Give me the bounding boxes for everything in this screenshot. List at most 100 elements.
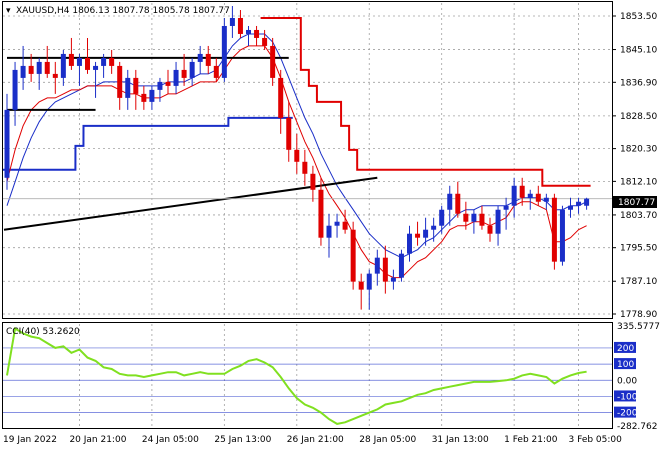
cci-panel-frame bbox=[2, 322, 613, 429]
candle-body bbox=[463, 213, 469, 222]
candle-body bbox=[527, 193, 533, 198]
candle-body bbox=[447, 193, 453, 210]
time-axis-label: 3 Feb 05:00 bbox=[569, 435, 623, 445]
candle-body bbox=[197, 53, 203, 62]
candle-body bbox=[149, 89, 155, 102]
price-panel-frame bbox=[2, 1, 613, 319]
candle-body bbox=[584, 198, 590, 206]
cci-axis-label: 0.00 bbox=[617, 376, 637, 386]
resistance-step-line bbox=[260, 16, 591, 187]
price-axis-label: 1795.50 bbox=[620, 244, 657, 254]
candle-body bbox=[407, 233, 412, 254]
cci-level-tag bbox=[614, 341, 636, 353]
candle-body bbox=[503, 205, 509, 210]
cci-axis-label: 100 bbox=[617, 360, 634, 370]
candle-body bbox=[141, 93, 147, 102]
triangle-icon: ▾ bbox=[6, 6, 11, 16]
candle-body bbox=[318, 189, 324, 238]
candle-body bbox=[415, 233, 421, 238]
price-axis-label: 1853.50 bbox=[620, 12, 657, 22]
candle-body bbox=[358, 281, 364, 290]
price-axis-label: 1845.10 bbox=[620, 46, 657, 56]
cci-axis-label: 200 bbox=[617, 344, 634, 354]
time-axis-label: 25 Jan 13:00 bbox=[214, 435, 271, 445]
candle-body bbox=[165, 81, 171, 86]
cci-level-tag bbox=[614, 406, 636, 418]
candle-body bbox=[254, 29, 260, 38]
candle-body bbox=[76, 57, 82, 66]
support-step-line bbox=[3, 116, 293, 171]
candle-body bbox=[535, 193, 541, 202]
candle-body bbox=[286, 117, 292, 150]
candle-body bbox=[310, 173, 316, 190]
candle-body bbox=[205, 53, 211, 66]
candle-body bbox=[213, 65, 219, 78]
candle-body bbox=[568, 205, 573, 210]
candle-body bbox=[382, 257, 388, 282]
candle-body bbox=[439, 209, 445, 226]
time-axis-label: 1 Feb 21:00 bbox=[504, 435, 558, 445]
cci-indicator bbox=[6, 326, 587, 425]
time-axis-label: 20 Jan 21:00 bbox=[69, 435, 126, 445]
candle-body bbox=[262, 37, 268, 46]
cci-axis-label: -100 bbox=[617, 392, 638, 402]
candle-body bbox=[229, 17, 235, 26]
candle-body bbox=[431, 225, 437, 230]
candle-body bbox=[68, 53, 74, 66]
candle-body bbox=[44, 61, 50, 74]
candle-body bbox=[551, 197, 557, 262]
price-axis-label: 1836.90 bbox=[620, 78, 657, 88]
candle-body bbox=[28, 65, 34, 74]
price-axis-label: 1820.30 bbox=[620, 145, 657, 155]
candle-body bbox=[52, 73, 58, 78]
candle-body bbox=[36, 61, 42, 74]
cci-level-tag bbox=[614, 358, 636, 370]
candle-body bbox=[543, 197, 549, 202]
price-axis-label: 1803.70 bbox=[620, 211, 657, 221]
candle-body bbox=[173, 69, 179, 86]
candle-body bbox=[334, 221, 340, 226]
candle-body bbox=[117, 65, 123, 98]
candle-body bbox=[455, 193, 461, 214]
current-price-label: 1807.77 bbox=[618, 198, 655, 208]
candle-body bbox=[576, 201, 582, 206]
price-axis: 1853.50 1845.10 1836.90 1828.50 1820.30 1812.… bbox=[612, 12, 657, 320]
candle-body bbox=[189, 61, 195, 78]
candle-body bbox=[181, 69, 187, 78]
time-axis: 19 Jan 2022 20 Jan 21:00 24 Jan 05:00 25 Ja… bbox=[3, 435, 622, 445]
candle-body bbox=[342, 221, 348, 230]
price-axis-label: 1812.10 bbox=[620, 177, 657, 187]
candle-body bbox=[221, 25, 227, 78]
price-axis-label: 1828.50 bbox=[620, 112, 657, 122]
candle-body bbox=[519, 185, 525, 198]
price-axis-label: 1787.10 bbox=[620, 277, 657, 287]
candle-body bbox=[12, 69, 18, 110]
candle-body bbox=[302, 161, 308, 174]
candle-body bbox=[479, 213, 485, 226]
candle-body bbox=[366, 273, 372, 290]
candle-body bbox=[326, 225, 332, 238]
candle-body bbox=[157, 81, 163, 90]
cci-axis-label: 335.5777 bbox=[617, 322, 660, 332]
candle-body bbox=[350, 229, 356, 282]
price-axis-label: 1778.90 bbox=[620, 310, 657, 320]
candle-body bbox=[20, 65, 26, 78]
time-axis-label: 31 Jan 13:00 bbox=[432, 435, 489, 445]
candle-body bbox=[60, 53, 66, 78]
time-axis-label: 24 Jan 05:00 bbox=[142, 435, 199, 445]
candle-body bbox=[270, 45, 276, 78]
cci-line bbox=[6, 326, 587, 425]
candle-body bbox=[374, 257, 380, 274]
candle-body bbox=[559, 209, 565, 262]
candle-body bbox=[237, 17, 243, 34]
cci-axis: 335.5777 200 100 0.00 -100 -200 -282.762 bbox=[614, 322, 660, 432]
candles bbox=[4, 6, 590, 310]
cci-axis-label: -200 bbox=[617, 409, 638, 419]
candle-body bbox=[4, 109, 10, 178]
chart-header: XAUUSD,H4 1806.13 1807.78 1805.78 1807.7… bbox=[16, 6, 230, 16]
time-axis-label: 28 Jan 05:00 bbox=[359, 435, 416, 445]
candle-body bbox=[278, 77, 284, 118]
candle-body bbox=[487, 225, 493, 234]
candle-body bbox=[471, 213, 477, 222]
